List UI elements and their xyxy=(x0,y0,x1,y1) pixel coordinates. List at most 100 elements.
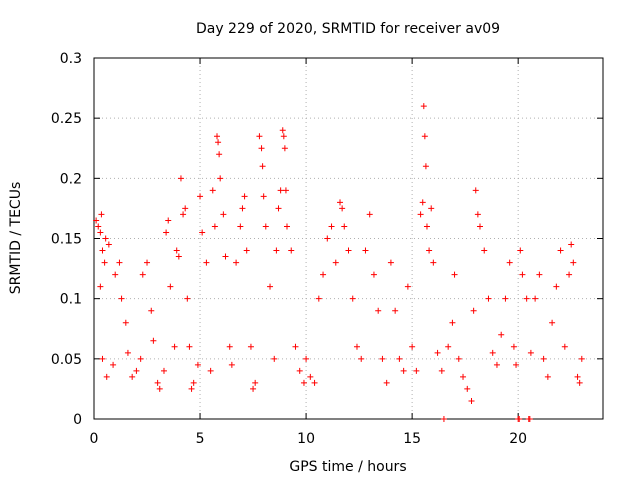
data-point xyxy=(532,295,539,302)
data-point xyxy=(353,343,360,350)
data-point xyxy=(199,229,206,236)
data-point xyxy=(421,133,428,140)
data-point xyxy=(311,379,318,386)
data-point xyxy=(426,247,433,254)
data-point xyxy=(320,271,327,278)
data-point xyxy=(217,175,224,182)
data-point xyxy=(498,331,505,338)
data-point xyxy=(133,367,140,374)
data-point xyxy=(102,235,109,242)
x-tick-label: 15 xyxy=(403,431,421,447)
data-point xyxy=(292,343,299,350)
data-point xyxy=(243,247,250,254)
data-point xyxy=(300,379,307,386)
data-point xyxy=(485,295,492,302)
data-point xyxy=(226,343,233,350)
data-point xyxy=(271,355,278,362)
data-point xyxy=(95,223,102,230)
y-tick-label: 0.05 xyxy=(51,352,82,368)
data-point xyxy=(280,133,287,140)
data-point xyxy=(282,187,289,194)
data-point xyxy=(273,247,280,254)
data-point xyxy=(574,373,581,380)
data-point xyxy=(139,271,146,278)
data-point xyxy=(481,247,488,254)
data-point xyxy=(553,283,560,290)
data-point xyxy=(472,187,479,194)
data-point xyxy=(180,211,187,218)
data-point xyxy=(527,349,534,356)
data-point xyxy=(250,385,257,392)
data-point xyxy=(197,193,204,200)
data-point xyxy=(544,373,551,380)
data-point xyxy=(519,271,526,278)
data-point xyxy=(337,199,344,206)
data-point xyxy=(328,223,335,230)
data-point xyxy=(428,205,435,212)
x-tick-label: 20 xyxy=(509,431,527,447)
data-point xyxy=(460,373,467,380)
data-point xyxy=(419,199,426,206)
data-point xyxy=(455,355,462,362)
data-point xyxy=(440,416,447,422)
data-point xyxy=(434,349,441,356)
data-point xyxy=(215,139,222,146)
data-point xyxy=(557,247,564,254)
data-point xyxy=(400,367,407,374)
data-point xyxy=(288,247,295,254)
data-point xyxy=(526,416,533,422)
x-tick-label: 5 xyxy=(196,431,205,447)
chart-title: Day 229 of 2020, SRMTID for receiver av0… xyxy=(196,21,500,37)
data-point xyxy=(464,385,471,392)
data-point xyxy=(303,355,310,362)
data-point xyxy=(156,385,163,392)
data-point xyxy=(97,229,104,236)
data-point xyxy=(474,211,481,218)
data-point xyxy=(315,295,322,302)
data-point xyxy=(93,217,100,224)
data-point xyxy=(211,223,218,230)
data-point xyxy=(237,223,244,230)
data-point xyxy=(349,295,356,302)
data-point xyxy=(228,361,235,368)
data-point xyxy=(513,361,520,368)
data-point xyxy=(332,259,339,266)
data-point xyxy=(438,367,445,374)
data-point xyxy=(105,241,112,248)
y-tick-label: 0.1 xyxy=(60,292,82,308)
data-point xyxy=(247,343,254,350)
data-point xyxy=(281,145,288,152)
data-point xyxy=(275,205,282,212)
data-point xyxy=(171,343,178,350)
data-point xyxy=(262,223,269,230)
data-point xyxy=(99,355,106,362)
data-point xyxy=(561,343,568,350)
data-point xyxy=(404,283,411,290)
data-point xyxy=(358,355,365,362)
data-point xyxy=(137,355,144,362)
data-point xyxy=(345,247,352,254)
data-point xyxy=(493,361,500,368)
data-point xyxy=(207,367,214,374)
data-point xyxy=(523,295,530,302)
data-point xyxy=(184,295,191,302)
data-point xyxy=(387,259,394,266)
data-point xyxy=(203,259,210,266)
data-point xyxy=(339,205,346,212)
data-point xyxy=(173,247,180,254)
data-point xyxy=(324,235,331,242)
data-point xyxy=(489,349,496,356)
data-point xyxy=(570,259,577,266)
data-point xyxy=(186,343,193,350)
data-point xyxy=(341,223,348,230)
data-point xyxy=(177,175,184,182)
x-tick-label: 10 xyxy=(297,431,315,447)
data-point xyxy=(279,127,286,134)
y-axis-label: SRMTID / TECUs xyxy=(8,182,24,295)
data-point xyxy=(307,373,314,380)
data-point xyxy=(259,163,266,170)
data-point xyxy=(260,193,267,200)
data-point xyxy=(118,295,125,302)
